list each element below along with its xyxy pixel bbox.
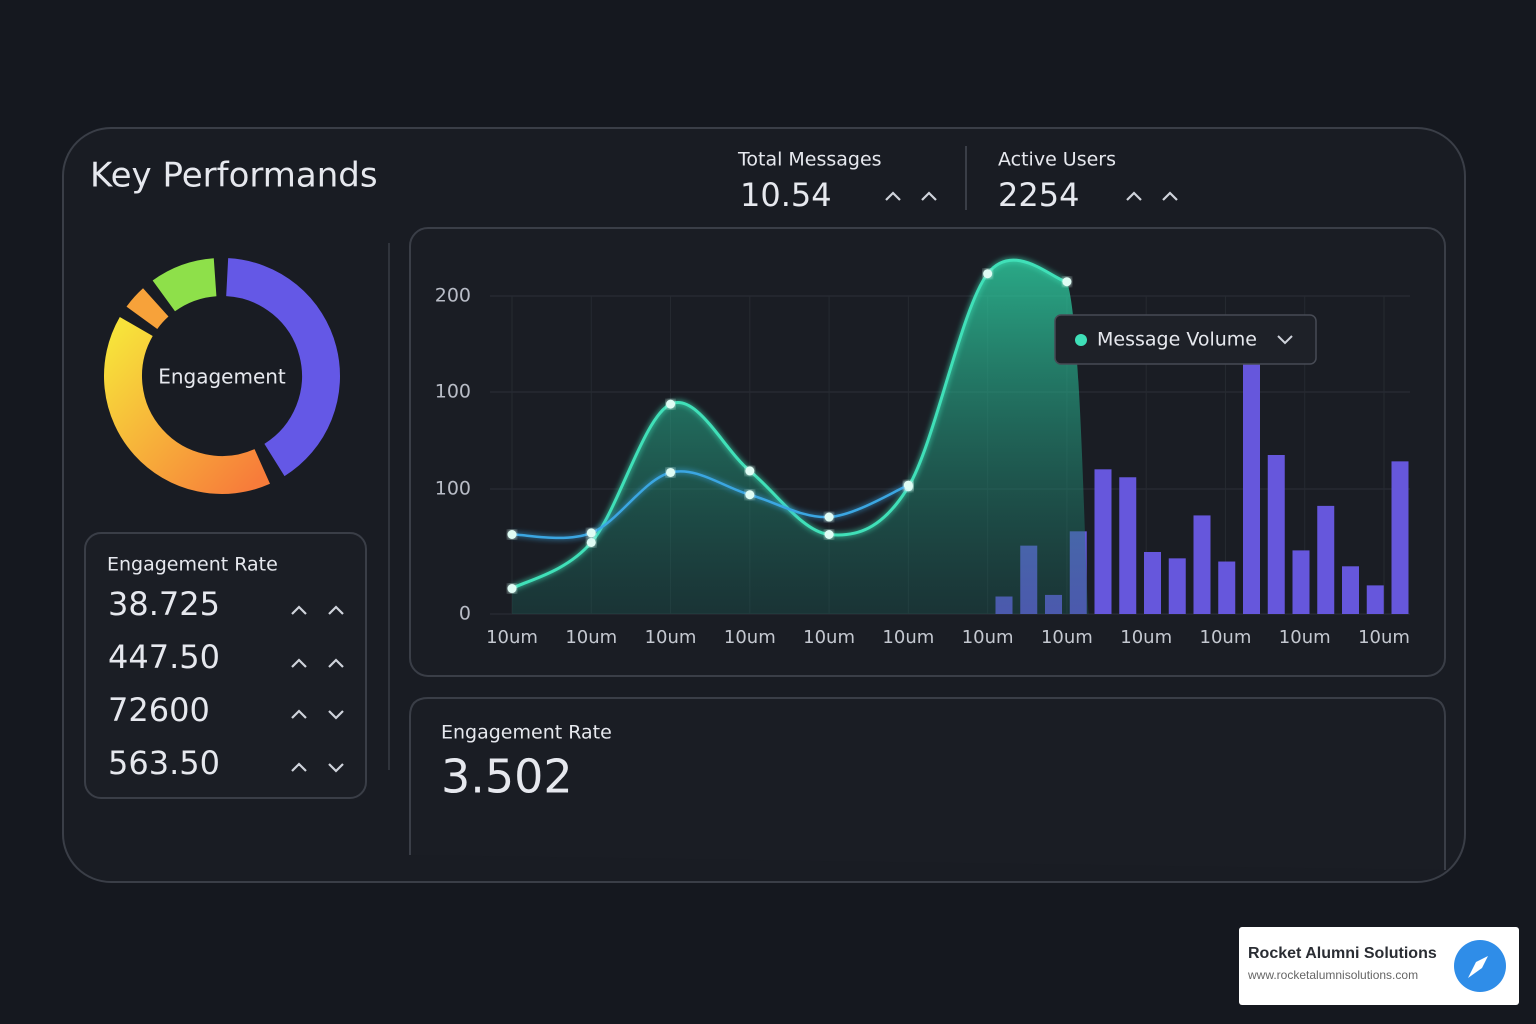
x-tick-label: 10um [882, 627, 934, 648]
bar [1218, 561, 1236, 614]
donut-segment [152, 258, 218, 312]
donut-segment [104, 317, 270, 494]
chart: 200 100 100 0 10um 10um 10um 10um 10um 10um 10um 10… [435, 258, 1410, 648]
dropdown-arrow [1277, 335, 1293, 345]
x-tick-label: 10um [486, 627, 538, 648]
x-tick-label: 10um [803, 627, 855, 648]
panel-value: 72600 [108, 691, 210, 729]
summary-value: 3.502 [441, 750, 573, 804]
x-tick-label: 10um [645, 627, 697, 648]
donut-segment [126, 288, 169, 330]
panel-value: 563.50 [108, 744, 220, 782]
engagement-panel [84, 532, 367, 799]
kpi-arrows [885, 191, 1178, 201]
x-tick-label: 10um [724, 627, 776, 648]
bar [1168, 558, 1186, 614]
point [745, 490, 755, 500]
point [983, 269, 993, 279]
donut-segment [225, 258, 340, 477]
row-arrows [291, 605, 344, 773]
point [666, 399, 676, 409]
x-tick-label: 10um [1041, 627, 1093, 648]
x-tick-label: 10um [1200, 627, 1252, 648]
kpi-value: 2254 [998, 176, 1079, 214]
bar [1243, 359, 1260, 614]
y-tick-label: 100 [435, 381, 471, 403]
x-tick-label: 10um [1279, 627, 1331, 648]
bar [1267, 455, 1285, 614]
bar [1317, 505, 1335, 614]
bar [1292, 550, 1310, 614]
bar [1391, 461, 1409, 614]
legend-dropdown[interactable] [1054, 314, 1317, 365]
point [824, 530, 834, 539]
title: Key Performands [90, 156, 378, 196]
point [903, 480, 913, 490]
y-tick-label: 0 [459, 603, 471, 625]
point [1062, 277, 1072, 287]
line [511, 470, 909, 540]
legend-label: Message Volume [1097, 329, 1257, 351]
bar [1144, 551, 1161, 614]
x-tick-label: 10um [962, 627, 1014, 648]
area [512, 260, 1089, 614]
y-tick-label: 200 [435, 285, 471, 307]
bar [1119, 477, 1137, 614]
point [745, 466, 755, 476]
bar [1342, 566, 1359, 614]
x-tick-label: 10um [1358, 627, 1410, 648]
summary-title: Engagement Rate [441, 722, 612, 744]
panel-value: 38.725 [108, 585, 220, 623]
watermark-name: Rocket Alumni Solutions [1248, 945, 1437, 962]
point [586, 528, 596, 538]
donut-label: Engagement [158, 365, 286, 389]
panel-value: 447.50 [108, 638, 220, 676]
point [507, 584, 517, 594]
legend-swatch [1075, 334, 1087, 346]
donut [104, 258, 340, 494]
kpi-label: Total Messages [737, 149, 882, 171]
kpi-label: Active Users [998, 149, 1116, 171]
bar [1193, 515, 1211, 614]
summary-panel [409, 697, 1446, 870]
arrow-icons [885, 191, 1178, 201]
x-tick-label: 10um [565, 627, 617, 648]
rocket-icon [1468, 956, 1488, 978]
watermark [1239, 927, 1519, 1005]
point [507, 530, 517, 539]
kpi-value: 10.54 [740, 176, 832, 214]
line [511, 258, 1068, 590]
watermark-url: www.rocketalumnisolutions.com [1247, 968, 1418, 982]
point [666, 467, 676, 477]
panel-title: Engagement Rate [107, 554, 278, 576]
point [824, 512, 834, 522]
point [586, 537, 596, 547]
y-tick-label: 100 [435, 478, 471, 500]
bar [1094, 469, 1112, 614]
x-tick-label: 10um [1120, 627, 1172, 648]
bar [1366, 585, 1384, 614]
